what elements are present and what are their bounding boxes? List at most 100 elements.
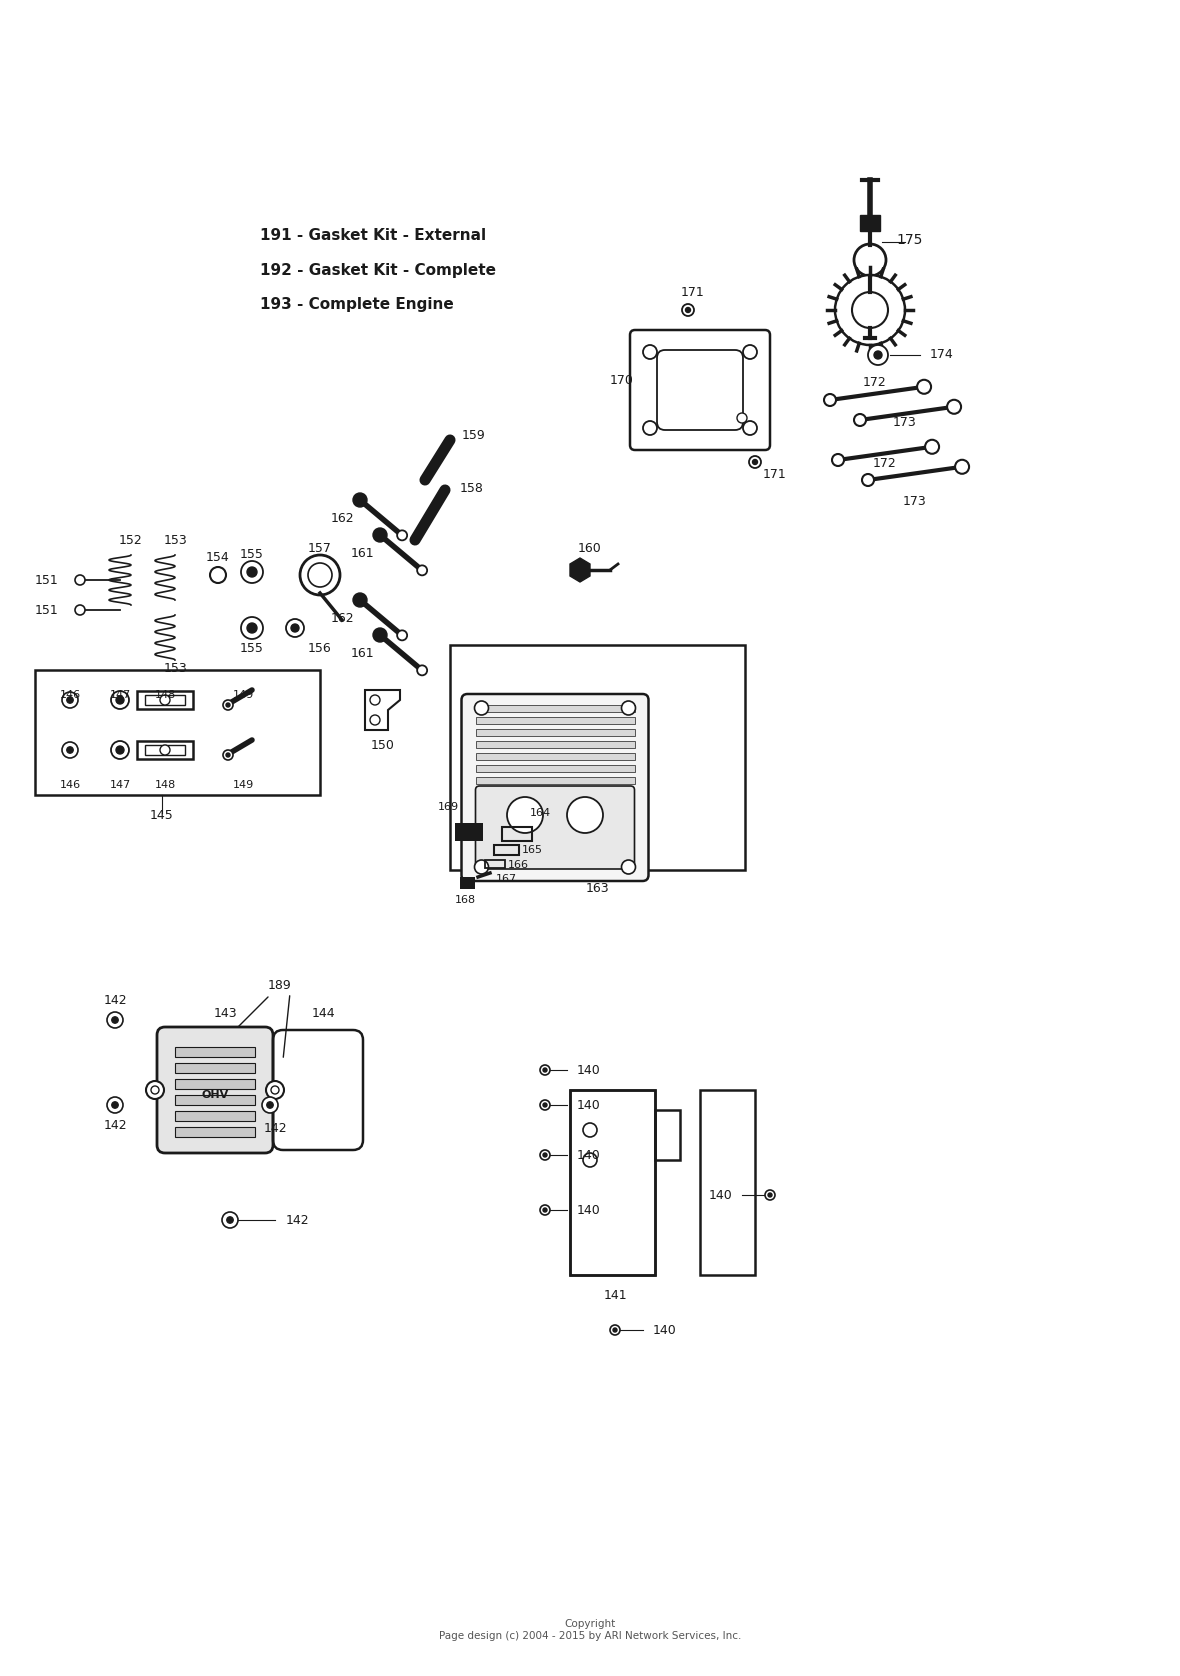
- Circle shape: [111, 691, 129, 709]
- Circle shape: [540, 1064, 550, 1074]
- Text: 150: 150: [371, 739, 395, 751]
- Text: 147: 147: [110, 691, 131, 701]
- Text: 167: 167: [496, 873, 517, 883]
- Text: 140: 140: [577, 1064, 601, 1076]
- Circle shape: [418, 665, 427, 675]
- Text: 140: 140: [708, 1188, 732, 1202]
- FancyBboxPatch shape: [476, 786, 635, 868]
- Circle shape: [948, 401, 961, 414]
- Circle shape: [160, 746, 170, 754]
- Text: 141: 141: [603, 1289, 627, 1302]
- Text: 163: 163: [585, 882, 609, 895]
- Bar: [476, 706, 635, 712]
- Text: 166: 166: [507, 860, 529, 870]
- Circle shape: [76, 605, 85, 615]
- Circle shape: [67, 747, 73, 753]
- Bar: [860, 215, 880, 231]
- Polygon shape: [570, 558, 590, 582]
- Circle shape: [852, 292, 889, 328]
- Bar: [137, 691, 194, 709]
- Text: 159: 159: [463, 429, 486, 441]
- Circle shape: [247, 566, 257, 577]
- Text: 153: 153: [164, 662, 188, 674]
- Circle shape: [874, 350, 881, 359]
- Text: 144: 144: [312, 1007, 335, 1019]
- Circle shape: [241, 561, 263, 583]
- Text: 155: 155: [240, 548, 264, 560]
- Text: 151: 151: [34, 573, 58, 587]
- Circle shape: [540, 1150, 550, 1160]
- Text: 146: 146: [59, 691, 80, 701]
- Circle shape: [474, 860, 489, 873]
- Circle shape: [112, 1017, 118, 1024]
- Circle shape: [76, 575, 85, 585]
- Circle shape: [418, 565, 427, 575]
- Text: 174: 174: [930, 349, 953, 362]
- Text: 152: 152: [119, 533, 143, 546]
- Circle shape: [223, 701, 232, 711]
- Bar: [476, 753, 635, 759]
- Text: 146: 146: [59, 779, 80, 789]
- Text: 142: 142: [286, 1213, 309, 1227]
- Text: Copyright
Page design (c) 2004 - 2015 by ARI Network Services, Inc.: Copyright Page design (c) 2004 - 2015 by…: [439, 1619, 741, 1641]
- Circle shape: [353, 493, 367, 508]
- Circle shape: [543, 1153, 548, 1156]
- Circle shape: [682, 303, 694, 317]
- Circle shape: [543, 1208, 548, 1212]
- Circle shape: [686, 307, 690, 312]
- Circle shape: [543, 1068, 548, 1073]
- Text: 142: 142: [103, 1118, 126, 1131]
- Circle shape: [540, 1205, 550, 1215]
- Bar: [502, 826, 532, 841]
- Text: 156: 156: [308, 642, 332, 655]
- Text: 140: 140: [577, 1203, 601, 1217]
- Bar: [145, 696, 185, 706]
- Bar: [137, 741, 194, 759]
- Circle shape: [300, 555, 340, 595]
- Circle shape: [753, 459, 758, 464]
- Circle shape: [622, 860, 636, 873]
- Circle shape: [743, 421, 758, 436]
- Bar: [476, 764, 635, 773]
- Circle shape: [160, 696, 170, 706]
- Text: 161: 161: [350, 546, 374, 560]
- Bar: [494, 845, 519, 855]
- Bar: [455, 823, 483, 841]
- FancyBboxPatch shape: [157, 1027, 273, 1153]
- Text: 162: 162: [330, 612, 354, 625]
- Circle shape: [955, 459, 969, 474]
- Circle shape: [925, 439, 939, 454]
- Circle shape: [832, 454, 844, 466]
- Circle shape: [291, 623, 299, 632]
- Circle shape: [151, 1086, 159, 1094]
- Bar: [485, 860, 505, 868]
- Bar: [460, 877, 476, 888]
- Circle shape: [241, 617, 263, 639]
- Circle shape: [222, 1212, 238, 1229]
- Circle shape: [267, 1101, 274, 1108]
- Circle shape: [835, 275, 905, 345]
- Bar: [175, 1111, 255, 1121]
- Circle shape: [643, 421, 657, 436]
- Circle shape: [398, 530, 407, 540]
- Text: 170: 170: [610, 374, 634, 387]
- Circle shape: [67, 697, 73, 704]
- Circle shape: [210, 566, 227, 583]
- Bar: [450, 645, 745, 870]
- Text: 161: 161: [350, 647, 374, 659]
- Circle shape: [863, 474, 874, 486]
- Circle shape: [146, 1081, 164, 1099]
- Text: 147: 147: [110, 779, 131, 789]
- Circle shape: [247, 623, 257, 634]
- Circle shape: [543, 1103, 548, 1108]
- Circle shape: [643, 345, 657, 359]
- Circle shape: [583, 1153, 597, 1166]
- Text: 173: 173: [903, 494, 926, 508]
- Text: 171: 171: [681, 285, 704, 298]
- Circle shape: [568, 798, 603, 833]
- Text: 160: 160: [578, 541, 602, 555]
- Text: 140: 140: [577, 1098, 601, 1111]
- Circle shape: [398, 630, 407, 640]
- Text: 164: 164: [530, 808, 551, 818]
- Text: 169: 169: [438, 803, 459, 811]
